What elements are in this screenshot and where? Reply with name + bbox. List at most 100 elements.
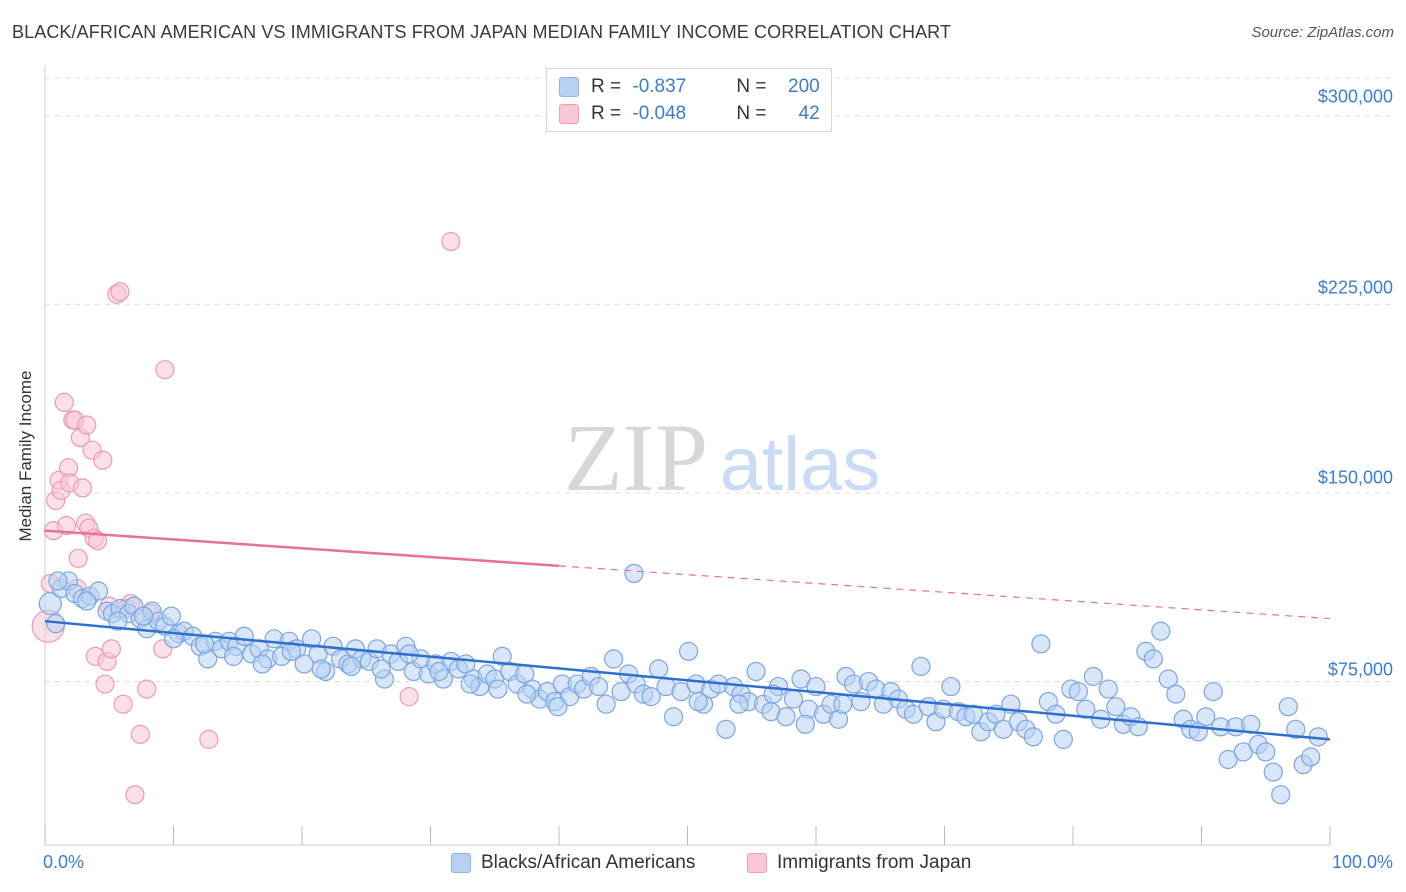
- point-blacks-african-americans: [1098, 679, 1118, 699]
- point-blacks-african-americans: [1256, 742, 1276, 762]
- point-blacks-african-americans: [746, 661, 766, 682]
- point-blacks-african-americans: [776, 707, 796, 727]
- point-blacks-african-americans: [1233, 742, 1253, 762]
- point-immigrants-from-japan: [199, 729, 219, 749]
- point-immigrants-from-japan: [125, 785, 145, 805]
- point-blacks-african-americans: [460, 674, 480, 694]
- point-blacks-african-americans: [1053, 729, 1073, 749]
- point-blacks-african-americans: [1143, 649, 1163, 669]
- point-blacks-african-americans: [911, 656, 931, 677]
- point-immigrants-from-japan: [72, 478, 93, 498]
- watermark-zip: ZIP: [564, 404, 708, 511]
- point-blacks-african-americans: [963, 704, 984, 724]
- point-blacks-african-americans: [252, 654, 272, 674]
- point-immigrants-from-japan: [54, 392, 74, 413]
- point-blacks-african-americans: [1278, 697, 1298, 717]
- legend-n-value: 42: [798, 103, 820, 124]
- point-blacks-african-americans: [833, 694, 853, 714]
- point-blacks-african-americans: [604, 649, 624, 669]
- bottom-legend-blue[interactable]: Blacks/African Americans: [451, 852, 695, 874]
- point-blacks-african-americans: [38, 591, 62, 616]
- legend-n-label: N =: [736, 103, 772, 124]
- point-blacks-african-americans: [492, 646, 512, 666]
- point-immigrants-from-japan: [101, 639, 121, 659]
- point-blacks-african-americans: [223, 646, 244, 666]
- point-blacks-african-americans: [795, 714, 815, 734]
- bottom-legend-swatch-blue: [451, 853, 471, 873]
- legend-r-value: -0.837: [632, 76, 687, 97]
- point-immigrants-from-japan: [93, 450, 113, 470]
- point-immigrants-from-japan: [87, 531, 108, 551]
- point-blacks-african-americans: [1023, 727, 1043, 747]
- point-blacks-african-americans: [1263, 762, 1283, 782]
- point-blacks-african-americans: [1031, 634, 1051, 654]
- point-immigrants-from-japan: [68, 548, 88, 568]
- point-blacks-african-americans: [311, 659, 331, 679]
- legend-swatch-pink: [559, 104, 579, 124]
- y-tick-label: $150,000: [1317, 467, 1393, 488]
- point-blacks-african-americans: [77, 591, 97, 611]
- point-immigrants-from-japan: [77, 415, 97, 435]
- series-blacks-african-americans-points: [38, 563, 1328, 805]
- point-blacks-african-americans: [1271, 785, 1291, 805]
- point-blacks-african-americans: [688, 692, 708, 712]
- point-blacks-african-americans: [648, 659, 669, 679]
- point-blacks-african-americans: [993, 719, 1013, 739]
- y-tick-label: $300,000: [1317, 86, 1393, 107]
- point-blacks-african-americans: [596, 694, 616, 714]
- point-blacks-african-americans: [1151, 621, 1171, 641]
- point-blacks-african-americans: [1068, 681, 1088, 702]
- point-blacks-african-americans: [1203, 681, 1223, 702]
- point-blacks-african-americans: [548, 697, 568, 717]
- point-blacks-african-americans: [371, 659, 391, 679]
- x-tick-label-end: 100.0%: [1331, 852, 1393, 872]
- point-blacks-african-americans: [671, 681, 691, 702]
- point-immigrants-from-japan: [113, 694, 133, 714]
- point-blacks-african-americans: [663, 707, 684, 727]
- source-label: Source: ZipAtlas.com: [1251, 24, 1394, 41]
- trendline-immigrants-from-japan-extended: [558, 565, 1331, 620]
- point-blacks-african-americans: [1166, 684, 1186, 704]
- legend-row-pink: R = -0.048 N = 42: [559, 102, 820, 126]
- point-immigrants-from-japan: [110, 282, 130, 302]
- trendlines: [44, 529, 1331, 741]
- point-blacks-african-americans: [1218, 749, 1238, 770]
- point-immigrants-from-japan: [399, 687, 419, 707]
- trendline-immigrants-from-japan: [44, 529, 560, 568]
- point-blacks-african-americans: [48, 571, 68, 591]
- point-blacks-african-americans: [133, 606, 154, 626]
- point-blacks-african-americans: [488, 679, 508, 699]
- legend-r-label: R =: [591, 103, 627, 124]
- legend-r-value: -0.048: [632, 103, 687, 124]
- point-blacks-african-americans: [729, 694, 749, 714]
- y-axis-label: Median Family Income: [16, 370, 35, 542]
- point-blacks-african-americans: [1286, 719, 1306, 739]
- point-blacks-african-americans: [429, 661, 449, 682]
- y-tick-label: $75,000: [1327, 659, 1393, 680]
- bottom-legend-label-pink: Immigrants from Japan: [777, 852, 972, 873]
- legend-swatch-blue: [559, 77, 579, 97]
- point-blacks-african-americans: [941, 676, 961, 697]
- series-immigrants-from-japan-points: [31, 231, 461, 805]
- legend-row-blue: R = -0.837 N = 200: [559, 75, 820, 99]
- point-immigrants-from-japan: [95, 674, 115, 694]
- point-blacks-african-americans: [903, 704, 924, 724]
- correlation-legend: R = -0.837 N = 200 R = -0.048 N = 42: [546, 68, 832, 132]
- axes: [44, 66, 1331, 846]
- point-blacks-african-americans: [281, 641, 301, 661]
- trendline-blacks-african-americans: [44, 619, 1331, 741]
- point-immigrants-from-japan: [56, 516, 77, 536]
- point-blacks-african-americans: [1083, 666, 1103, 687]
- point-blacks-african-americans: [678, 641, 699, 661]
- bottom-legend-pink[interactable]: Immigrants from Japan: [747, 852, 971, 874]
- point-blacks-african-americans: [1106, 697, 1126, 717]
- bottom-legend-swatch-pink: [747, 853, 767, 873]
- point-blacks-african-americans: [589, 676, 609, 697]
- point-blacks-african-americans: [161, 606, 181, 626]
- point-blacks-african-americans: [1196, 707, 1216, 727]
- gridlines: [45, 77, 1392, 683]
- point-blacks-african-americans: [341, 656, 361, 677]
- watermark: ZIP atlas: [564, 404, 880, 511]
- point-immigrants-from-japan: [441, 231, 461, 252]
